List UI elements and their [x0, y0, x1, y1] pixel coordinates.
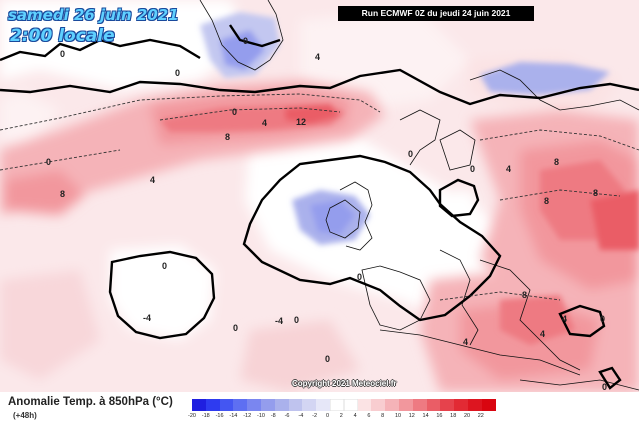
scale-swatch	[205, 399, 220, 411]
scale-tick-label: -20	[188, 413, 196, 419]
run-info: Run ECMWF 0Z du jeudi 24 juin 2021	[338, 6, 534, 21]
isoline-label: 0	[470, 164, 475, 174]
isoline-label: 0	[232, 107, 237, 117]
isoline-label: 8	[522, 290, 527, 300]
scale-tick-label: -8	[270, 413, 276, 419]
scale-tick-label: 2	[339, 413, 343, 419]
isoline-label: 0	[357, 272, 362, 282]
scale-tick-label: 22	[477, 413, 484, 419]
scale-tick-label: 20	[463, 413, 471, 419]
forecast-date: samedi 26 juin 2021	[8, 6, 179, 24]
scale-swatch	[412, 399, 427, 411]
scale-swatch	[219, 399, 234, 411]
scale-tick-label: -16	[215, 413, 224, 419]
scale-swatch	[440, 399, 455, 411]
scale-tick-label: 4	[353, 413, 357, 419]
isoline-label: 4	[315, 52, 320, 62]
isoline-label: 0	[325, 354, 330, 364]
scale-swatch	[371, 399, 386, 411]
scale-tick-label: -14	[229, 413, 238, 419]
scale-swatch	[274, 399, 289, 411]
dashed-isolines	[0, 93, 639, 301]
isoline-label: 0	[243, 36, 248, 46]
isoline-label: 8	[544, 196, 549, 206]
scale-tick-label: -4	[298, 413, 304, 419]
scale-tick-label: 8	[381, 413, 385, 419]
scale-swatch	[481, 399, 496, 411]
copyright: Copyright 2021 Meteociel.fr	[292, 379, 397, 388]
scale-tick-label: 14	[422, 413, 429, 419]
isoline-label: 4	[506, 164, 511, 174]
scale-tick-label: 10	[394, 413, 402, 419]
scale-tick-label: 0	[325, 413, 330, 419]
scale-swatch	[329, 399, 344, 411]
isoline-label: 12	[296, 117, 306, 127]
forecast-time: 2:00 locale	[10, 26, 115, 46]
color-scale	[192, 399, 496, 411]
scale-tick-label: -18	[201, 413, 210, 419]
scale-tick-label: -10	[256, 413, 265, 419]
isoline-label: -4	[275, 316, 283, 326]
scale-tick-label: -6	[284, 413, 290, 419]
scale-swatch	[357, 399, 372, 411]
color-scale-ticks: -20 -18 -16 -14 -12 -10 -8 -6 -4 -2 0 2 4 6 8 10 12 14 16 1…	[188, 413, 496, 419]
scale-swatch	[316, 399, 330, 411]
scale-tick-label: 6	[367, 413, 371, 419]
isoline-label: 4	[150, 175, 155, 185]
scale-swatch	[247, 399, 261, 411]
isoline-label: 8	[593, 188, 598, 198]
isoline-label: 0	[233, 323, 238, 333]
scale-tick-label: 12	[408, 413, 415, 419]
isoline-label: 0	[408, 149, 413, 159]
isoline-label: 0	[294, 315, 299, 325]
isoline-label: 8	[225, 132, 230, 142]
isoline-label: 4	[540, 329, 545, 339]
isoline-label: 4	[463, 337, 468, 347]
scale-swatch	[398, 399, 413, 411]
scale-swatch	[302, 399, 317, 411]
isoline-label: 0	[46, 157, 51, 167]
zero-isolines	[0, 24, 639, 390]
scale-swatch	[233, 399, 248, 411]
scale-swatch	[343, 399, 358, 411]
coastlines	[199, 0, 639, 391]
scale-swatch	[454, 399, 468, 411]
isoline-label: 4	[262, 118, 267, 128]
legend-subtitle: (+48h)	[13, 411, 37, 420]
isoline-label: -4	[143, 313, 151, 323]
scale-swatch	[260, 399, 275, 411]
scale-swatch	[288, 399, 303, 411]
isoline-label: 4	[562, 314, 567, 324]
cold-zones	[200, 12, 610, 245]
scale-swatch	[426, 399, 441, 411]
isoline-label: 8	[60, 189, 65, 199]
scale-tick-label: 18	[450, 413, 457, 419]
isoline-label: 0	[175, 68, 180, 78]
scale-swatch	[385, 399, 399, 411]
scale-swatch	[467, 399, 482, 411]
isoline-label: 0	[602, 382, 607, 392]
legend-title: Anomalie Temp. à 850hPa (°C)	[8, 396, 173, 408]
isoline-label: 0	[60, 49, 65, 59]
isoline-label: 0	[600, 314, 605, 324]
scale-tick-label: -12	[243, 413, 252, 419]
map-canvas: 0 0 4 0 0 4 8 12 8 4 0 0 -4 0 0 -4 0 0 4…	[0, 0, 639, 396]
scale-tick-label: 16	[436, 413, 443, 419]
hot-cores	[160, 104, 639, 345]
isoline-label: 0	[162, 261, 167, 271]
scale-swatch	[192, 399, 206, 411]
isoline-label: 8	[554, 157, 559, 167]
temperature-anomaly-map: 0 0 4 0 0 4 8 12 8 4 0 0 -4 0 0 -4 0 0 4…	[0, 0, 639, 396]
scale-tick-label: -2	[312, 413, 318, 419]
